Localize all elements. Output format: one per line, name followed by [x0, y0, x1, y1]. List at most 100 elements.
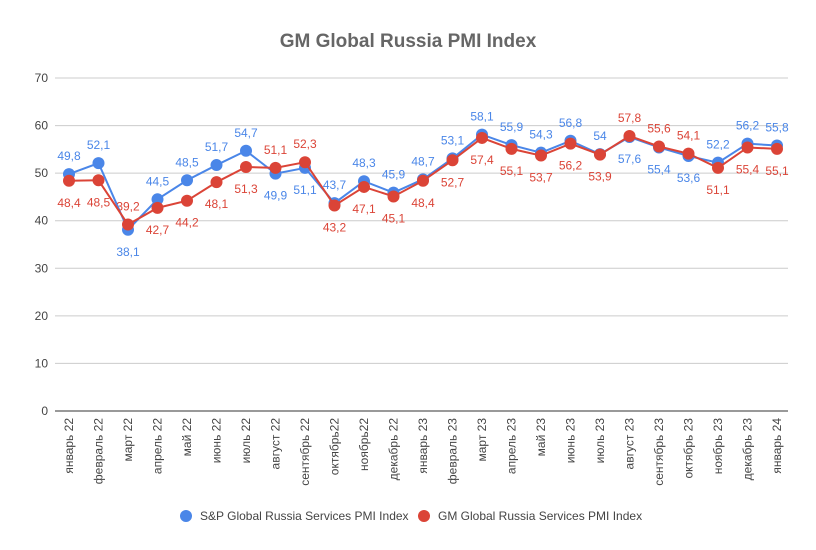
data-label: 38,1: [116, 245, 140, 259]
data-label: 48,3: [352, 156, 376, 170]
y-tick-label: 50: [35, 166, 49, 180]
data-label: 55,6: [647, 122, 671, 136]
y-tick-label: 10: [35, 356, 49, 370]
data-point[interactable]: [387, 190, 400, 203]
data-label: 51,1: [264, 143, 288, 157]
data-point[interactable]: [92, 174, 105, 187]
data-label: 53,6: [677, 171, 701, 185]
data-label: 48,1: [205, 197, 229, 211]
data-label: 48,4: [57, 196, 81, 210]
data-label: 54,1: [677, 129, 701, 143]
data-label: 56,2: [736, 119, 760, 133]
data-label: 51,7: [205, 140, 229, 154]
data-label: 49,8: [57, 149, 81, 163]
data-point[interactable]: [181, 174, 193, 187]
data-point[interactable]: [594, 148, 606, 161]
data-label: 48,7: [411, 154, 435, 168]
x-tick-label: декабрь 23: [741, 418, 755, 481]
x-tick-label: март 22: [121, 418, 135, 462]
x-tick-label: январь 24: [770, 418, 784, 474]
legend-marker-sp: [180, 510, 192, 522]
data-point[interactable]: [623, 130, 636, 143]
x-tick-label: январь 23: [416, 418, 430, 474]
data-label: 53,9: [588, 170, 612, 184]
x-tick-label: август 23: [623, 418, 637, 470]
data-point[interactable]: [712, 161, 724, 174]
legend-item-sp[interactable]: S&P Global Russia Services PMI Index: [180, 509, 409, 523]
data-point[interactable]: [63, 174, 75, 187]
data-label: 54,3: [529, 128, 553, 142]
data-label: 56,8: [559, 116, 583, 130]
data-label: 52,2: [706, 138, 730, 152]
x-tick-label: сентябрь 22: [298, 418, 312, 486]
data-label: 55,1: [765, 164, 789, 178]
data-point[interactable]: [269, 161, 282, 174]
data-point[interactable]: [476, 131, 488, 144]
data-label: 53,7: [529, 171, 553, 185]
series-gm-global: [63, 130, 783, 231]
data-label: 48,5: [87, 195, 111, 209]
x-tick-label: июль 23: [593, 418, 607, 464]
y-tick-label: 30: [35, 261, 49, 275]
data-label: 57,6: [618, 152, 642, 166]
x-tick-label: июль 22: [239, 418, 253, 464]
x-tick-label: ноябрь 23: [711, 418, 725, 475]
data-label: 39,2: [116, 200, 140, 214]
data-label: 55,9: [500, 120, 524, 134]
legend-label-gm: GM Global Russia Services PMI Index: [438, 509, 642, 523]
x-axis-ticks: январь 22 февраль 22 март 22 апрель 22 май 2…: [62, 418, 784, 486]
y-tick-label: 40: [35, 214, 49, 228]
data-label: 47,1: [352, 202, 376, 216]
data-point[interactable]: [92, 157, 105, 170]
legend[interactable]: S&P Global Russia Services PMI Index GM …: [180, 509, 642, 523]
data-point[interactable]: [771, 142, 783, 155]
chart-title: GM Global Russia PMI Index: [280, 31, 537, 52]
x-tick-label: октябрь22: [328, 418, 342, 476]
y-tick-label: 0: [41, 404, 48, 418]
x-tick-label: ноябрь22: [357, 418, 371, 471]
x-tick-label: апрель 23: [505, 418, 519, 474]
data-label: 55,4: [736, 162, 760, 176]
data-point[interactable]: [505, 142, 518, 155]
data-point[interactable]: [535, 149, 547, 162]
x-tick-label: февраль 22: [92, 418, 106, 485]
data-point[interactable]: [210, 159, 223, 172]
data-label: 55,4: [647, 162, 671, 176]
x-tick-label: декабрь 22: [387, 418, 401, 481]
data-point[interactable]: [741, 141, 754, 154]
data-point[interactable]: [122, 218, 134, 231]
data-point[interactable]: [358, 180, 370, 193]
data-point[interactable]: [417, 174, 429, 187]
data-label: 45,1: [382, 211, 406, 225]
x-tick-label: август 22: [269, 418, 283, 470]
x-tick-label: апрель 22: [151, 418, 165, 474]
data-point[interactable]: [151, 193, 164, 206]
x-tick-label: июнь 23: [564, 418, 578, 464]
data-label: 57,8: [618, 111, 642, 125]
data-label: 51,1: [293, 183, 317, 197]
legend-marker-gm: [418, 510, 430, 522]
series-layer: [63, 128, 783, 236]
data-point[interactable]: [682, 147, 695, 160]
data-point[interactable]: [210, 176, 223, 189]
x-tick-label: октябрь 23: [682, 418, 696, 479]
data-label: 52,1: [87, 138, 111, 152]
data-point[interactable]: [328, 199, 341, 212]
data-label: 48,5: [175, 155, 199, 169]
data-point[interactable]: [240, 144, 252, 157]
data-point[interactable]: [151, 201, 164, 214]
data-label: 43,7: [323, 178, 347, 192]
data-label: 45,9: [382, 168, 406, 182]
data-label: 51,1: [706, 183, 730, 197]
data-point[interactable]: [653, 140, 665, 153]
data-point[interactable]: [564, 137, 577, 150]
data-label: 55,8: [765, 121, 789, 135]
data-point[interactable]: [240, 160, 252, 173]
legend-item-gm[interactable]: GM Global Russia Services PMI Index: [418, 509, 642, 523]
data-point[interactable]: [299, 156, 311, 169]
data-point[interactable]: [181, 194, 193, 207]
y-tick-label: 60: [35, 119, 49, 133]
y-tick-label: 20: [35, 309, 49, 323]
data-point[interactable]: [446, 154, 459, 167]
